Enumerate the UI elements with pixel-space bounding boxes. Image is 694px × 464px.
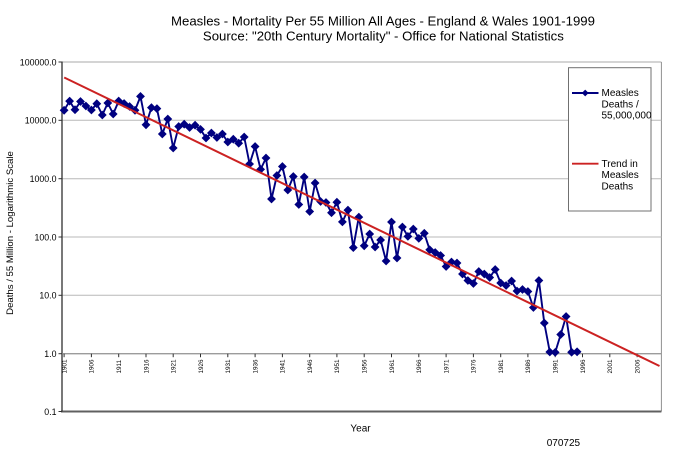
svg-text:1906: 1906: [89, 359, 96, 374]
svg-text:0.1: 0.1: [44, 407, 56, 417]
svg-text:1000.0: 1000.0: [30, 174, 57, 184]
svg-text:1936: 1936: [252, 359, 259, 374]
svg-text:2006: 2006: [634, 359, 641, 374]
svg-text:Measles: Measles: [602, 170, 639, 181]
svg-text:1966: 1966: [416, 359, 423, 374]
svg-text:1991: 1991: [553, 359, 560, 374]
svg-text:1901: 1901: [61, 359, 68, 374]
svg-text:10000.0: 10000.0: [25, 116, 57, 126]
svg-text:1976: 1976: [471, 359, 478, 374]
svg-text:1996: 1996: [580, 359, 587, 374]
svg-text:55,000,000: 55,000,000: [602, 111, 652, 122]
svg-text:1941: 1941: [280, 359, 287, 374]
svg-text:1986: 1986: [525, 359, 532, 374]
svg-text:100.0: 100.0: [34, 232, 56, 242]
svg-text:070725: 070725: [547, 438, 581, 449]
svg-text:1.0: 1.0: [44, 349, 56, 359]
svg-text:1981: 1981: [498, 359, 505, 374]
svg-text:1926: 1926: [198, 359, 205, 374]
svg-text:1931: 1931: [225, 359, 232, 374]
svg-text:100000.0: 100000.0: [20, 57, 57, 67]
svg-text:1946: 1946: [307, 359, 314, 374]
svg-text:2001: 2001: [607, 359, 614, 374]
svg-text:1971: 1971: [443, 359, 450, 374]
svg-text:Measles: Measles: [602, 88, 639, 99]
svg-text:Source: "20th Century Mortalit: Source: "20th Century Mortality" - Offic…: [203, 28, 564, 43]
svg-text:1921: 1921: [171, 359, 178, 374]
svg-text:1916: 1916: [143, 359, 150, 374]
svg-text:Deaths / 55 Million - Logarith: Deaths / 55 Million - Logarithmic Scale: [5, 151, 16, 315]
svg-text:1951: 1951: [334, 359, 341, 374]
svg-text:Trend in: Trend in: [602, 159, 638, 170]
svg-text:10.0: 10.0: [39, 291, 56, 301]
svg-text:Year: Year: [350, 424, 371, 435]
svg-text:Deaths /: Deaths /: [602, 99, 639, 110]
svg-text:1961: 1961: [389, 359, 396, 374]
svg-text:Deaths: Deaths: [602, 181, 634, 192]
svg-text:1956: 1956: [362, 359, 369, 374]
svg-text:Measles - Mortality Per 55 Mil: Measles - Mortality Per 55 Million All A…: [171, 14, 595, 29]
svg-text:1911: 1911: [116, 359, 123, 373]
